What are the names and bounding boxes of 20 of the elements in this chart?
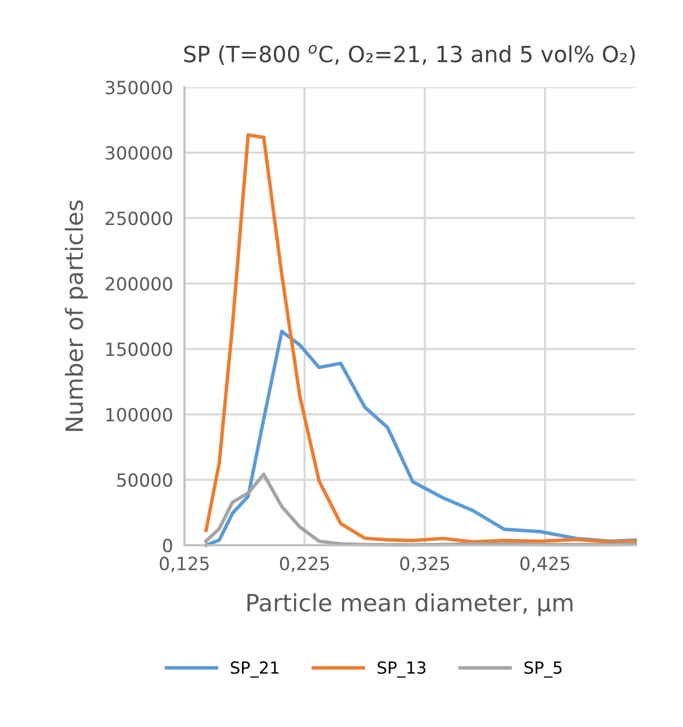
legend-label: SP_13 [378, 661, 426, 678]
y-tick-label: 0 [163, 538, 172, 552]
y-tick-label: 300000 [106, 146, 172, 160]
line-series [204, 133, 637, 544]
y-tick-label: 100000 [106, 408, 172, 422]
line-series [204, 472, 637, 547]
x-tick-label: 0,125 [160, 556, 209, 572]
y-tick-label: 150000 [106, 342, 172, 356]
y-tick-label: 350000 [106, 80, 172, 94]
legend-label: SP_5 [524, 661, 562, 678]
y-tick-label: 200000 [106, 276, 172, 291]
y-axis-title: Number of particles [64, 200, 88, 431]
x-tick-label: 0,225 [280, 556, 329, 572]
y-tick-label: 50000 [117, 473, 172, 487]
x-tick-label: 0,325 [400, 556, 450, 572]
y-tick-label: 250000 [106, 212, 172, 226]
legend-label: SP_21 [230, 661, 278, 678]
x-axis-title: Particle mean diameter, µm [247, 593, 572, 616]
x-tick-label: 0,425 [520, 556, 570, 572]
chart-title: SP (T=800 $^{o}$C, O₂=21, 13 and 5 vol% O₂) [184, 44, 635, 66]
